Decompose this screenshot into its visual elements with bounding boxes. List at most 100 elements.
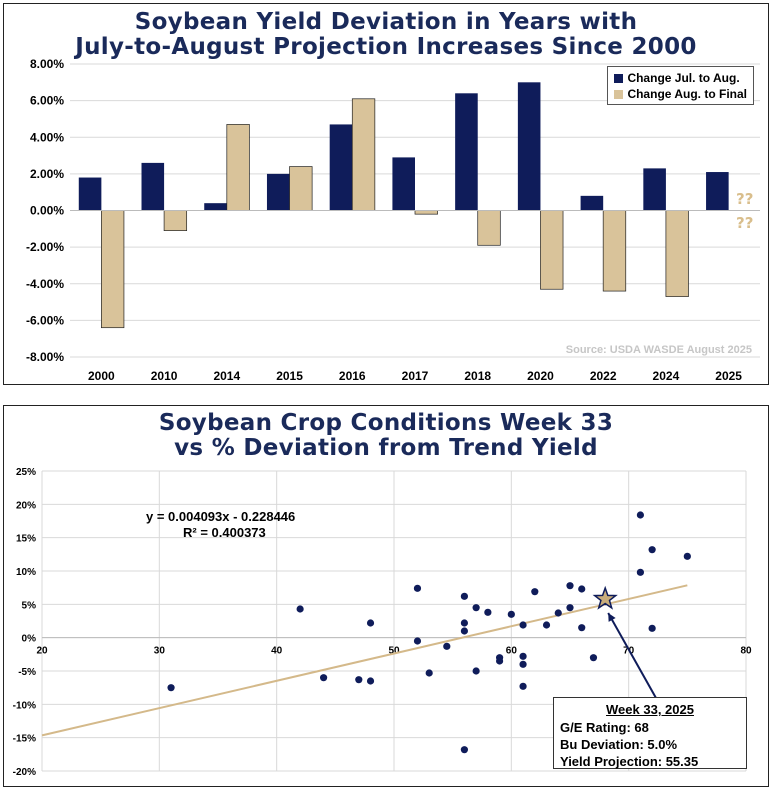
callout-ge-rating: G/E Rating: 68 [560, 720, 649, 735]
x-tick-label: 2010 [151, 369, 178, 383]
scatter-point [366, 619, 375, 627]
x-tick-label: 60 [506, 646, 518, 657]
source-note: Source: USDA WASDE August 2025 [565, 344, 752, 356]
y-tick-label: 4.00% [30, 130, 64, 144]
bar-jul-aug [78, 177, 102, 211]
r-squared-label: R² = 0.400373 [183, 525, 266, 540]
scatter-point [355, 676, 363, 684]
bar-chart-title: Soybean Yield Deviation in Years with Ju… [4, 10, 768, 60]
legend-item-jul-aug: Change Jul. to Aug. [614, 70, 747, 86]
y-tick-label: 20% [16, 500, 36, 511]
scatter-point [472, 667, 480, 675]
scatter-point [683, 552, 691, 560]
bar-jul-aug [392, 157, 415, 211]
scatter-point [296, 605, 304, 613]
x-tick-label: 40 [271, 646, 283, 657]
scatter-point [460, 746, 468, 754]
bar-jul-aug [204, 203, 227, 211]
x-tick-label: 2024 [653, 369, 680, 383]
scatter-point [460, 627, 468, 635]
bar-chart-legend: Change Jul. to Aug. Change Aug. to Final [607, 66, 754, 105]
y-tick-label: -8.00% [26, 350, 64, 364]
scatter-chart-title: Soybean Crop Conditions Week 33 vs % Dev… [4, 411, 768, 461]
x-tick-label: 50 [388, 646, 400, 657]
y-tick-label: -20% [13, 767, 36, 778]
scatter-point [460, 619, 468, 627]
x-tick-label: 2018 [464, 369, 491, 383]
bar-jul-aug [141, 162, 165, 211]
scatter-point [484, 608, 492, 616]
x-tick-label: 2017 [402, 369, 429, 383]
scatter-point [366, 677, 375, 685]
callout-arrowhead [608, 613, 616, 622]
legend-swatch-jul-aug [614, 73, 624, 83]
y-tick-label: -2.00% [26, 240, 64, 254]
scatter-point [519, 621, 527, 629]
legend-label-aug-final: Change Aug. to Final [627, 87, 747, 101]
scatter-point [542, 621, 551, 629]
scatter-point [589, 654, 598, 662]
bar-aug-final [477, 210, 501, 246]
scatter-point [636, 511, 645, 519]
scatter-point [413, 637, 422, 645]
y-tick-label: 8.00% [30, 57, 64, 71]
scatter-point [320, 674, 328, 682]
scatter-point [636, 568, 645, 576]
week33-callout: Week 33, 2025 G/E Rating: 68 Bu Deviatio… [553, 697, 747, 769]
scatter-point [507, 610, 515, 618]
bar-aug-final [602, 210, 627, 292]
bar-jul-aug [706, 172, 729, 211]
y-tick-label: 2.00% [30, 167, 64, 181]
y-tick-label: 0% [22, 634, 37, 645]
scatter-chart-title-line1: Soybean Crop Conditions Week 33 [158, 410, 614, 436]
bar-aug-final [101, 210, 125, 329]
callout-heading: Week 33, 2025 [606, 702, 694, 717]
y-tick-label: -15% [13, 734, 36, 745]
bar-aug-final [289, 166, 313, 211]
scatter-point [578, 585, 586, 593]
bar-jul-aug [329, 124, 353, 211]
y-tick-label: -5% [18, 667, 36, 678]
scatter-chart-title-line2: vs % Deviation from Trend Yield [174, 435, 598, 461]
question-marks-lower: ?? [736, 214, 754, 232]
scatter-point [413, 584, 422, 592]
y-tick-label: 15% [16, 534, 36, 545]
scatter-point [648, 546, 656, 554]
legend-item-aug-final: Change Aug. to Final [614, 86, 747, 102]
scatter-point [519, 682, 527, 690]
y-tick-label: 25% [16, 467, 36, 478]
bar-chart-panel: Soybean Yield Deviation in Years with Ju… [3, 3, 769, 385]
regression-equation: y = 0.004093x - 0.228446 [146, 509, 296, 524]
scatter-point [460, 592, 468, 600]
x-tick-label: 2022 [590, 369, 617, 383]
bar-aug-final [414, 210, 438, 215]
x-tick-label: 2016 [339, 369, 366, 383]
x-tick-label: 2014 [213, 369, 240, 383]
legend-label-jul-aug: Change Jul. to Aug. [627, 71, 740, 85]
bar-jul-aug [580, 195, 604, 211]
scatter-point [167, 684, 175, 692]
bar-chart-plot: 8.00% 6.00% 4.00% 2.00% 0.00% -2.00% -4.00% -6.… [26, 57, 760, 383]
y-tick-label: -6.00% [26, 313, 64, 327]
scatter-point [531, 588, 539, 596]
scatter-point [578, 624, 586, 632]
x-tick-label: 2020 [527, 369, 554, 383]
bar-jul-aug [266, 173, 290, 211]
bar-aug-final [226, 124, 250, 211]
bar-jul-aug [517, 82, 541, 211]
bar-aug-final [540, 210, 564, 290]
callout-bu-deviation: Bu Deviation: 5.0% [560, 737, 678, 752]
x-tick-label: 2025 [715, 369, 742, 383]
legend-swatch-aug-final [614, 89, 624, 99]
bar-aug-final [163, 210, 188, 231]
bar-chart-title-line2: July-to-August Projection Increases Sinc… [75, 34, 697, 60]
callout-yield-projection: Yield Projection: 55.35 [560, 754, 699, 769]
y-tick-label: -4.00% [26, 277, 64, 291]
x-tick-label: 2015 [276, 369, 303, 383]
star-marker [592, 585, 618, 610]
y-tick-label: 10% [16, 567, 36, 578]
y-tick-label: 0.00% [30, 204, 64, 218]
question-marks-upper: ?? [736, 190, 754, 208]
scatter-point [425, 669, 433, 677]
bar-aug-final [665, 210, 689, 297]
